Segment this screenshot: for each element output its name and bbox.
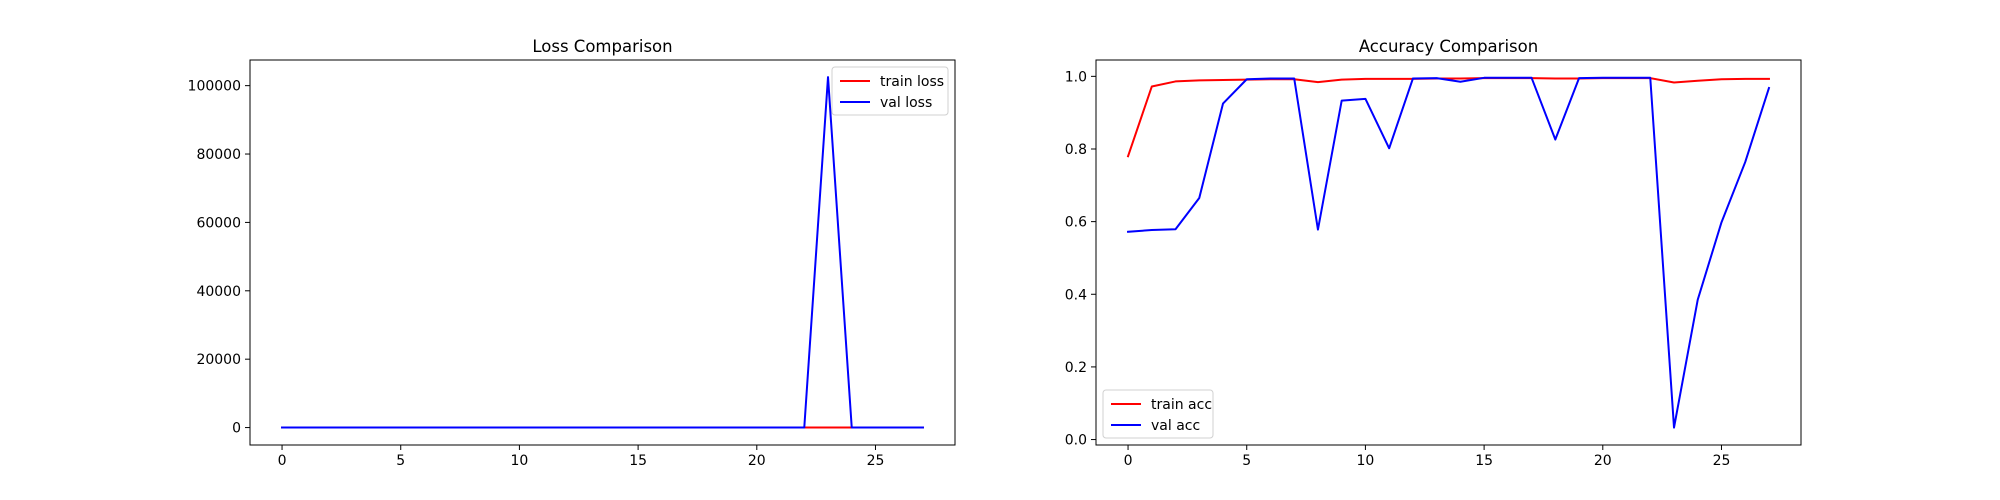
loss-plot-area: 0 5 10 15 20 25 0 20000 40000 60000 80000 100000 tra…: [188, 66, 949, 469]
accuracy-x-tick-label: 20: [1594, 453, 1612, 469]
loss-x-tick-label: 20: [748, 453, 766, 469]
loss-y-tick-label: 40000: [196, 284, 241, 300]
accuracy-x-tick-label: 15: [1475, 453, 1493, 469]
loss-x-tick-label: 5: [396, 453, 405, 469]
accuracy-legend-label: val acc: [1151, 418, 1200, 434]
loss-x-tick-label: 0: [278, 453, 287, 469]
loss-legend: train loss val loss: [831, 66, 949, 116]
accuracy-y-tick-label: 1.0: [1065, 69, 1087, 85]
accuracy-x-tick-label: 0: [1124, 453, 1133, 469]
loss-y-tick-label: 20000: [196, 352, 241, 368]
loss-y-tick-label: 0: [232, 421, 241, 437]
loss-axes-frame: [249, 59, 956, 446]
accuracy-plot-area: 0 5 10 15 20 25 0.0 0.2 0.4 0.6 0.8 1.0 train acc val…: [1065, 69, 1771, 469]
loss-y-tick-label: 80000: [196, 147, 241, 163]
accuracy-y-tick-label: 0.8: [1065, 142, 1087, 158]
loss-chart: Loss Comparison 0 5 10 15 20 25 0 20000 40000 600…: [188, 37, 956, 469]
accuracy-y-tick-label: 0.2: [1065, 360, 1087, 376]
accuracy-y-tick-label: 0.4: [1065, 287, 1087, 303]
loss-chart-title: Loss Comparison: [532, 37, 672, 56]
loss-x-tick-label: 15: [629, 453, 647, 469]
accuracy-y-tick-label: 0.6: [1065, 215, 1087, 231]
accuracy-chart: Accuracy Comparison 0 5 10 15 20 250.00.20.40…: [1065, 37, 1802, 469]
accuracy-chart-title: Accuracy Comparison: [1359, 37, 1538, 56]
loss-legend-label: val loss: [880, 95, 932, 111]
accuracy-x-tick-label: 25: [1713, 453, 1731, 469]
loss-x-tick-label: 10: [511, 453, 529, 469]
accuracy-x-tick-label: 5: [1242, 453, 1251, 469]
accuracy-series-train-acc: [1126, 77, 1770, 158]
loss-legend-label: train loss: [880, 74, 944, 90]
accuracy-legend-label: train acc: [1151, 397, 1212, 413]
loss-y-tick-label: 60000: [196, 215, 241, 231]
accuracy-series-val-acc: [1126, 76, 1771, 429]
accuracy-y-tick-label: 0.0: [1065, 433, 1087, 449]
accuracy-legend: train acc val acc: [1102, 389, 1214, 439]
loss-y-tick-label: 100000: [188, 79, 241, 95]
loss-series-val-loss: [281, 76, 924, 429]
accuracy-x-tick-label: 10: [1357, 453, 1375, 469]
loss-x-tick-label: 25: [867, 453, 885, 469]
accuracy-axes-frame: [1095, 59, 1802, 446]
